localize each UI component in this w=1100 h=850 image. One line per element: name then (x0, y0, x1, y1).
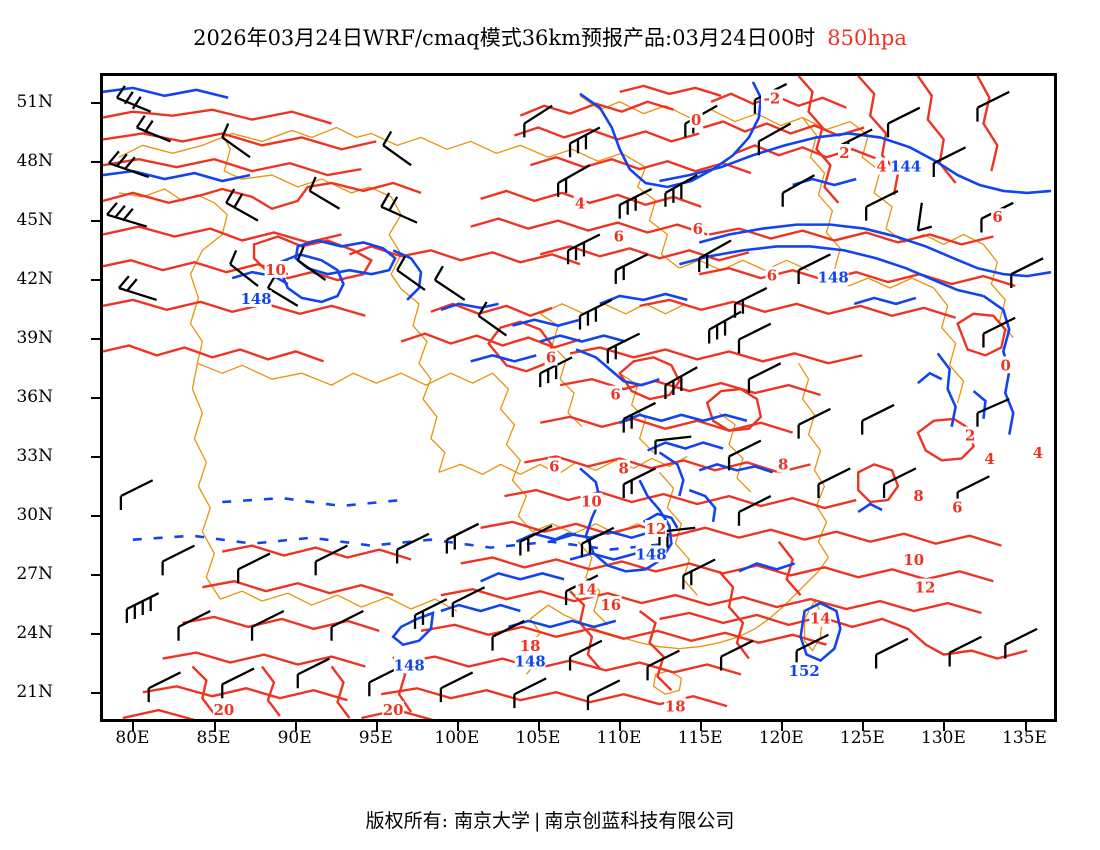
x-axis-label: 120E (758, 728, 804, 748)
x-axis-label: 115E (677, 728, 723, 748)
temperature-contour-label: 14 (576, 580, 597, 598)
y-axis-label: 51N (16, 91, 53, 112)
y-axis-tick (91, 455, 100, 458)
y-axis-tick (91, 160, 100, 163)
temperature-contour-label: 20 (214, 701, 235, 719)
x-axis-label: 135E (1002, 728, 1047, 748)
y-axis-label: 24N (16, 622, 53, 643)
temperature-contour-label: 6 (610, 386, 620, 404)
temperature-contour-label: 4 (984, 450, 994, 468)
temperature-contour-label: 6 (549, 458, 559, 476)
height-contour-label: 148 (394, 656, 425, 674)
height-contour-layer (103, 81, 1052, 663)
x-axis-tick (375, 722, 378, 731)
x-axis-label: 125E (839, 728, 885, 748)
y-axis-tick (91, 337, 100, 340)
x-axis-tick (700, 722, 703, 731)
x-axis-label: 130E (921, 728, 966, 748)
wind-barb-layer (106, 82, 1044, 711)
y-axis-tick (91, 514, 100, 517)
y-axis-label: 21N (16, 681, 53, 702)
y-axis-tick (91, 573, 100, 576)
height-contour-label: 148 (515, 652, 546, 670)
temperature-contour-label: 4 (876, 158, 886, 176)
temperature-contour-label: 18 (520, 637, 541, 655)
temperature-contour-label: 10 (903, 551, 924, 569)
page-title: 2026年03月24日WRF/cmaq模式36km预报产品:03月24日00时 8… (0, 22, 1100, 52)
x-axis-tick (213, 722, 216, 731)
y-axis-label: 36N (16, 386, 53, 407)
temperature-contour-label: 6 (546, 349, 556, 367)
temperature-contour-label: 16 (600, 596, 621, 614)
footer-copyright-text: 版权所有: 南京大学 (365, 810, 531, 832)
x-axis-label: 80E (115, 728, 150, 748)
x-axis-label: 105E (515, 728, 561, 748)
y-axis-tick (91, 691, 100, 694)
footer-company-text: 南京创蓝科技有限公司 (544, 810, 735, 832)
y-axis-label: 45N (16, 209, 53, 230)
temperature-contour-label: 6 (992, 208, 1002, 226)
x-axis-label: 90E (277, 728, 312, 748)
x-axis-tick (132, 722, 135, 731)
x-axis-tick (1024, 722, 1027, 731)
temperature-contour-label: 12 (915, 578, 936, 596)
temperature-contour-label: 8 (778, 456, 788, 474)
title-main-text: 2026年03月24日WRF/cmaq模式36km预报产品:03月24日00时 (193, 26, 816, 50)
temperature-contour-label: 0 (1000, 356, 1010, 374)
height-contour-label: 152 (789, 662, 820, 680)
title-level-text: 850hpa (827, 26, 907, 50)
x-axis-label: 110E (596, 728, 642, 748)
x-axis-tick (943, 722, 946, 731)
y-axis-label: 30N (16, 504, 53, 525)
y-axis-tick (91, 101, 100, 104)
temperature-contour-label: 8 (913, 487, 923, 505)
y-axis-label: 39N (16, 327, 53, 348)
temperature-contour-label: 6 (614, 228, 624, 246)
y-axis-label: 33N (16, 445, 53, 466)
temperature-contour-label: 6 (767, 267, 777, 285)
height-contour-dashed-layer (132, 496, 670, 551)
footer-copyright: 版权所有: 南京大学 | 南京创蓝科技有限公司 (0, 806, 1100, 833)
x-axis-tick (781, 722, 784, 731)
temperature-contour-label: 6 (693, 220, 703, 238)
x-axis-label: 100E (434, 728, 480, 748)
footer-separator: | (534, 810, 541, 832)
x-axis-tick (619, 722, 622, 731)
temperature-contour-label: 4 (1033, 444, 1043, 462)
height-contour-label: 148 (818, 269, 849, 287)
height-contour-label: 148 (241, 290, 272, 308)
x-axis-tick (294, 722, 297, 731)
temperature-contour-label: 10 (265, 261, 286, 279)
temperature-contour-layer (103, 76, 1028, 719)
y-axis-label: 42N (16, 268, 53, 289)
temperature-contour-label: 8 (618, 460, 628, 478)
temperature-contour-label: 2 (839, 144, 849, 162)
y-axis-tick (91, 219, 100, 222)
x-axis-tick (537, 722, 540, 731)
height-contour-label: 144 (890, 158, 921, 176)
temperature-contour-label: 18 (665, 697, 686, 715)
temperature-contour-label: 0 (691, 111, 701, 129)
temperature-contour-label: 10 (581, 493, 602, 511)
x-axis-tick (456, 722, 459, 731)
y-axis-tick (91, 278, 100, 281)
temperature-contour-label: 4 (575, 195, 585, 213)
temperature-contour-label: 14 (810, 610, 831, 628)
temperature-contour-label: 6 (952, 499, 962, 517)
temperature-contour-label: -2 (764, 89, 781, 107)
x-axis-tick (862, 722, 865, 731)
y-axis-label: 27N (16, 563, 53, 584)
temperature-contour-label: 20 (383, 701, 404, 719)
temperature-contour-label: 2 (965, 426, 975, 444)
y-axis-tick (91, 396, 100, 399)
y-axis-tick (91, 632, 100, 635)
height-contour-label: 148 (635, 545, 666, 563)
x-axis-label: 95E (358, 728, 393, 748)
y-axis-label: 48N (16, 150, 53, 171)
x-axis-label: 85E (196, 728, 231, 748)
temperature-contour-label: 12 (646, 520, 667, 538)
weather-map-plot: -2 0 2 4 4 6 6 6 6 6 6 0 2 4 4 6 8 10 8 6 8 12 10 12 14 14 16 18 18 2… (100, 73, 1057, 722)
